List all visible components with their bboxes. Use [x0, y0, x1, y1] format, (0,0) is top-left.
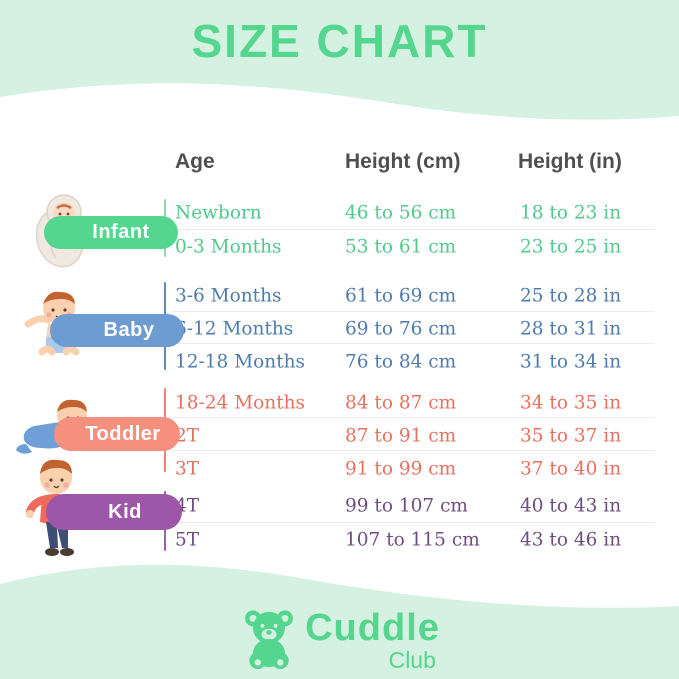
table-row: 3T 91 to 99 cm 37 to 40 in — [175, 452, 665, 485]
height-in-cell: 35 to 37 in — [520, 425, 622, 446]
age-cell: 3T — [175, 458, 200, 479]
table-row: 6-12 Months 69 to 76 cm 28 to 31 in — [175, 312, 665, 345]
height-in-cell: 40 to 43 in — [520, 495, 622, 516]
height-cm-cell: 76 to 84 cm — [345, 351, 457, 372]
height-cm-cell: 61 to 69 cm — [345, 285, 457, 306]
height-in-cell: 37 to 40 in — [520, 458, 622, 479]
teddy-bear-icon — [245, 610, 294, 669]
table-row: 2T 87 to 91 cm 35 to 37 in — [175, 419, 665, 452]
age-cell: 3-6 Months — [175, 285, 282, 306]
age-cell: 6-12 Months — [175, 318, 294, 339]
page-title: SIZE CHART — [191, 15, 488, 67]
table-row: 4T 99 to 107 cm 40 to 43 in — [175, 489, 665, 522]
row-divider — [172, 311, 655, 312]
brand-name: Cuddle — [305, 607, 440, 649]
baby-badge: Baby — [50, 314, 184, 347]
row-divider — [172, 522, 655, 523]
table-row: Newborn 46 to 56 cm 18 to 23 in — [175, 196, 665, 229]
age-cell: 0-3 Months — [175, 236, 282, 257]
height-in-cell: 23 to 25 in — [520, 236, 622, 257]
age-cell: 5T — [175, 529, 200, 550]
kid-badge: Kid — [46, 494, 182, 530]
age-cell: 12-18 Months — [175, 351, 306, 372]
table-row: 18-24 Months 84 to 87 cm 34 to 35 in — [175, 386, 665, 419]
height-cm-cell: 69 to 76 cm — [345, 318, 457, 339]
age-cell: 2T — [175, 425, 200, 446]
age-cell: Newborn — [175, 202, 262, 223]
table-row: 3-6 Months 61 to 69 cm 25 to 28 in — [175, 279, 665, 312]
row-divider — [172, 343, 655, 344]
table-row: 0-3 Months 53 to 61 cm 23 to 25 in — [175, 230, 665, 263]
column-header-age: Age — [175, 150, 215, 173]
height-cm-cell: 53 to 61 cm — [345, 236, 457, 257]
table-row: 12-18 Months 76 to 84 cm 31 to 34 in — [175, 345, 665, 378]
height-cm-cell: 99 to 107 cm — [345, 495, 468, 516]
age-cell: 18-24 Months — [175, 392, 306, 413]
height-cm-cell: 46 to 56 cm — [345, 202, 457, 223]
brand-subname: Club — [388, 647, 436, 673]
brand-logo: Cuddle Club — [0, 608, 679, 672]
height-cm-cell: 107 to 115 cm — [345, 529, 480, 550]
infant-badge: Infant — [44, 216, 178, 249]
height-in-cell: 31 to 34 in — [520, 351, 622, 372]
height-cm-cell: 91 to 99 cm — [345, 458, 457, 479]
height-in-cell: 25 to 28 in — [520, 285, 622, 306]
row-divider — [172, 417, 655, 418]
row-divider — [172, 229, 655, 230]
column-header-height-cm: Height (cm) — [345, 150, 461, 173]
height-in-cell: 34 to 35 in — [520, 392, 622, 413]
height-in-cell: 18 to 23 in — [520, 202, 622, 223]
column-header-height-in: Height (in) — [518, 150, 622, 173]
height-in-cell: 43 to 46 in — [520, 529, 622, 550]
height-cm-cell: 84 to 87 cm — [345, 392, 457, 413]
toddler-badge: Toddler — [54, 417, 180, 451]
row-divider — [172, 450, 655, 451]
table-row: 5T 107 to 115 cm 43 to 46 in — [175, 523, 665, 556]
height-in-cell: 28 to 31 in — [520, 318, 622, 339]
height-cm-cell: 87 to 91 cm — [345, 425, 457, 446]
